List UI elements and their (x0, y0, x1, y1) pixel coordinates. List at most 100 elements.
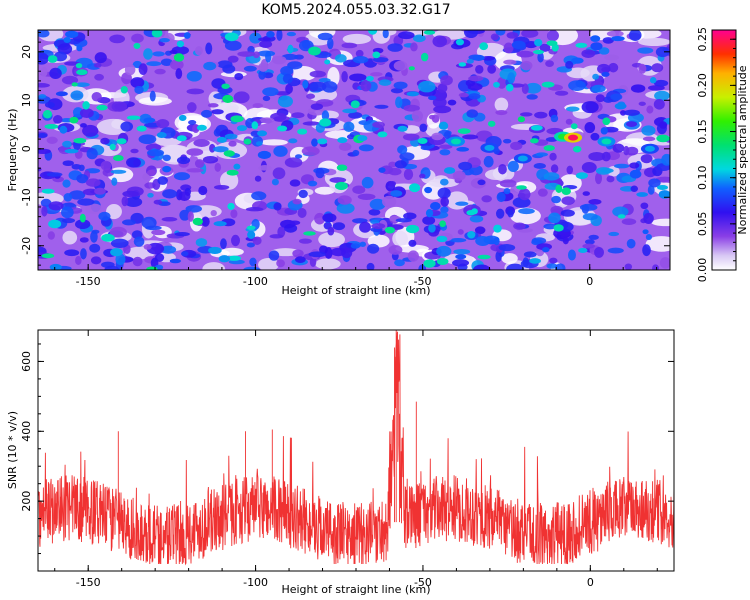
heatmap-cell (477, 254, 491, 260)
heatmap-cell (38, 52, 49, 65)
heatmap-cell (214, 162, 222, 172)
heatmap-cell (588, 151, 606, 161)
heatmap-cell (132, 256, 143, 267)
heatmap-cell (481, 195, 492, 203)
heatmap-cell (519, 112, 533, 117)
heatmap-cell (370, 219, 380, 225)
heatmap-cell (458, 161, 473, 171)
heatmap-cell (75, 62, 83, 69)
heatmap-cell (302, 80, 309, 89)
heatmap-cell (292, 198, 302, 205)
heatmap-cell (262, 95, 271, 102)
heatmap-cell (68, 190, 86, 200)
heatmap-cell (213, 184, 230, 190)
heatmap-cell (308, 251, 326, 258)
heatmap-ridge-trail (176, 135, 187, 142)
heatmap-cell (315, 258, 341, 270)
heatmap-cell (98, 211, 111, 221)
heatmap-cell (546, 263, 558, 269)
heatmap-cell (565, 60, 574, 69)
heatmap-cell (100, 160, 112, 171)
heatmap-cell (76, 173, 89, 184)
heatmap-cell (194, 46, 203, 56)
heatmap-cell (390, 190, 403, 197)
colorbar-label: Normalized spectral amplitude (736, 65, 749, 234)
heatmap-cell (52, 115, 63, 124)
heatmap-cell (192, 217, 203, 226)
heatmap-cell (38, 30, 50, 38)
heatmap-cell (94, 187, 106, 195)
heatmap-cell (160, 245, 177, 254)
heatmap-cell (466, 58, 474, 64)
heatmap-cell (310, 103, 324, 110)
heatmap-cell (541, 81, 555, 88)
heatmap-cell (652, 264, 660, 270)
y-tick-label: -10 (20, 188, 33, 206)
heatmap-cell (640, 202, 649, 210)
heatmap-cell (646, 105, 654, 114)
heatmap-cell (440, 206, 449, 214)
heatmap-cell (566, 165, 574, 175)
heatmap-cell (423, 30, 436, 35)
heatmap-cell (418, 80, 436, 93)
heatmap-cell (153, 199, 163, 205)
heatmap-cell (607, 247, 624, 254)
heatmap-cell (272, 167, 286, 180)
heatmap-cell (48, 219, 62, 229)
heatmap-cell (420, 145, 432, 151)
colorbar-tick-label: 0.05 (696, 212, 709, 237)
heatmap-cell (187, 211, 194, 222)
y-tick-label: 20 (20, 45, 33, 59)
heatmap-cell (91, 92, 102, 102)
heatmap-cell (226, 169, 239, 176)
heatmap-cell (494, 97, 509, 112)
heatmap-cell (554, 90, 569, 96)
heatmap-cell (138, 134, 157, 145)
heatmap-cell (71, 82, 78, 87)
heatmap-cell (606, 175, 615, 183)
heatmap-cells (38, 30, 670, 270)
heatmap-cell (277, 95, 293, 108)
heatmap-cell (203, 61, 217, 71)
heatmap-cell (553, 224, 564, 232)
heatmap-cell (537, 51, 544, 63)
x-tick-label: -50 (414, 275, 432, 288)
heatmap-cell (100, 137, 110, 145)
heatmap-cell (503, 42, 514, 54)
heatmap-cell (582, 213, 598, 221)
heatmap-cell (428, 223, 436, 233)
heatmap-cell (438, 121, 449, 130)
heatmap-cell (151, 229, 166, 236)
heatmap-cell (49, 67, 62, 79)
heatmap-cell (523, 251, 537, 258)
heatmap-cell (162, 189, 177, 199)
heatmap-cell (337, 195, 352, 205)
heatmap-cell (374, 104, 389, 109)
heatmap-cell (436, 235, 448, 243)
heatmap-cell (160, 58, 173, 66)
heatmap-y-label: Frequency (Hz) (6, 109, 19, 192)
heatmap-cell (131, 33, 144, 43)
heatmap-cell (133, 236, 145, 247)
heatmap-cell (513, 222, 526, 230)
heatmap-cell (440, 196, 449, 207)
heatmap-cell (424, 186, 433, 194)
heatmap-x-label: Height of straight line (km) (281, 284, 430, 297)
heatmap-cell (285, 83, 293, 94)
heatmap-cell (288, 138, 298, 144)
heatmap-cell (90, 256, 102, 265)
heatmap-cell (608, 62, 619, 73)
heatmap-cell (647, 185, 655, 195)
heatmap-cell (543, 145, 555, 152)
snr-y-ticks: 200 400 600 (20, 343, 674, 555)
heatmap-cell (643, 212, 654, 224)
heatmap-cell (594, 246, 604, 258)
y-tick-label: -20 (20, 237, 33, 255)
heatmap-cell (258, 62, 269, 72)
heatmap-cell (306, 93, 316, 99)
heatmap-cell (311, 138, 318, 147)
heatmap-cell (318, 231, 346, 248)
heatmap-cell (549, 152, 557, 161)
heatmap-cell (655, 46, 670, 58)
heatmap-cell (392, 230, 408, 247)
